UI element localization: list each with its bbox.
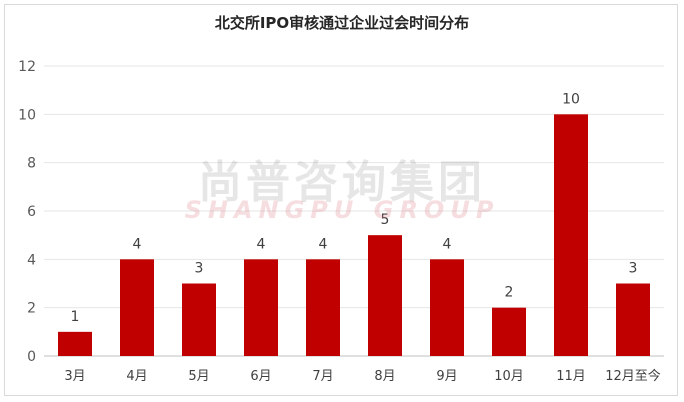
x-tick-label: 12月至今: [605, 368, 661, 384]
x-tick-label: 6月: [250, 369, 271, 384]
x-tick-label: 4月: [126, 369, 147, 384]
data-label: 4: [257, 236, 266, 252]
data-label: 4: [319, 236, 328, 252]
y-tick-label: 8: [27, 156, 36, 172]
bar: [58, 331, 92, 356]
y-tick-label: 2: [27, 301, 36, 317]
x-tick-label: 11月: [556, 369, 586, 384]
bar: [120, 259, 154, 356]
x-tick-label: 10月: [494, 369, 524, 384]
y-tick-label: 10: [18, 107, 36, 123]
y-tick-label: 4: [27, 252, 36, 268]
data-label: 3: [629, 261, 638, 277]
data-label: 1: [71, 309, 80, 325]
data-label: 5: [381, 212, 390, 228]
data-label: 10: [562, 91, 580, 107]
x-tick-label: 3月: [64, 369, 85, 384]
y-tick-label: 12: [18, 59, 36, 75]
x-tick-label: 8月: [374, 369, 395, 384]
bar: [554, 114, 588, 356]
data-label: 2: [505, 285, 514, 301]
bar: [368, 235, 402, 356]
data-label: 4: [443, 236, 452, 252]
bar: [306, 259, 340, 356]
bar: [182, 283, 216, 356]
x-tick-label: 5月: [188, 369, 209, 384]
bar: [430, 259, 464, 356]
chart-title: 北交所IPO审核通过企业过会时间分布: [214, 14, 470, 32]
x-tick-label: 7月: [312, 369, 333, 384]
y-tick-label: 0: [27, 349, 36, 365]
data-label: 3: [195, 261, 204, 277]
watermark-en: SHANGPU GROUP: [184, 196, 500, 224]
x-tick-label: 9月: [436, 369, 457, 384]
bar: [244, 259, 278, 356]
data-label: 4: [133, 236, 142, 252]
bar: [616, 283, 650, 356]
bar: [492, 307, 526, 356]
watermark-cn: 尚普咨询集团: [198, 157, 486, 208]
y-tick-label: 6: [27, 204, 36, 220]
